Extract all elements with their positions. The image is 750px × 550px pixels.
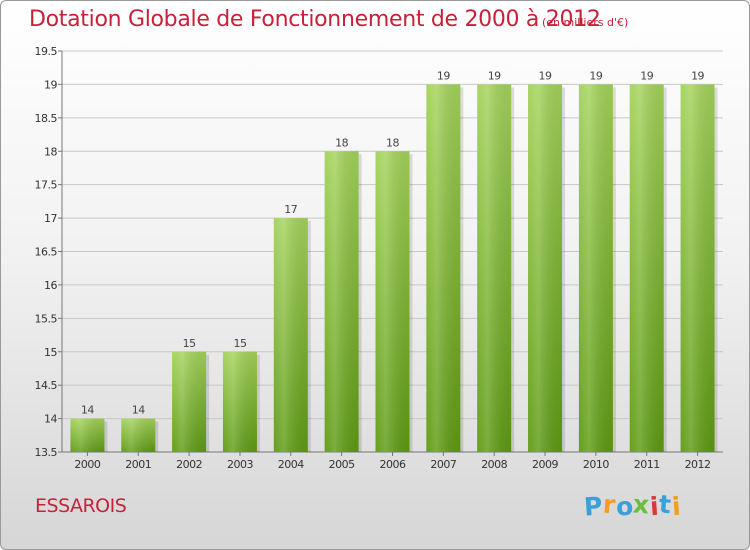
x-tick-label: 2001 [125, 458, 151, 471]
y-tick-label: 14.5 [35, 379, 58, 392]
y-tick-label: 16.5 [35, 246, 58, 259]
y-tick-label: 19 [44, 78, 57, 91]
bar-highlight [273, 218, 308, 452]
chart-title: Dotation Globale de Fonctionnement de 20… [29, 7, 601, 32]
bar-highlight [324, 151, 359, 452]
value-label-2008: 19 [488, 69, 501, 82]
x-tick-label: 2011 [634, 458, 660, 471]
value-label-2003: 15 [233, 337, 246, 350]
x-tick-label: 2000 [74, 458, 100, 471]
y-tick-label: 17 [44, 212, 57, 225]
value-label-2007: 19 [437, 69, 450, 82]
x-tick-label: 2007 [430, 458, 456, 471]
value-label-2002: 15 [183, 337, 196, 350]
value-label-2009: 19 [539, 69, 552, 82]
value-label-2001: 14 [132, 404, 145, 417]
value-label-2006: 18 [386, 136, 399, 149]
value-label-2011: 19 [640, 69, 653, 82]
y-tick-label: 15 [44, 346, 57, 359]
value-label-2005: 18 [335, 136, 348, 149]
value-label-2004: 17 [284, 203, 297, 216]
x-tick-label: 2005 [329, 458, 355, 471]
value-label-2012: 19 [691, 69, 704, 82]
y-tick-label: 19.5 [35, 45, 58, 58]
y-tick-label: 13.5 [35, 446, 58, 459]
x-tick-label: 2002 [176, 458, 202, 471]
y-tick-label: 17.5 [35, 179, 58, 192]
logo-letter: i [670, 491, 682, 522]
bar-highlight [426, 84, 461, 453]
x-tick-label: 2006 [380, 458, 406, 471]
bar-highlight [121, 418, 156, 452]
x-tick-label: 2009 [532, 458, 558, 471]
x-tick-label: 2004 [278, 458, 304, 471]
value-label-2000: 14 [81, 404, 94, 417]
y-tick-label: 16 [44, 279, 57, 292]
bar-highlight [629, 84, 664, 453]
x-tick-label: 2003 [227, 458, 253, 471]
y-tick-label: 15.5 [35, 312, 58, 325]
proxiti-logo: Proxiti [583, 489, 682, 522]
bar-highlight [578, 84, 613, 453]
bar-highlight [172, 351, 207, 452]
commune-name: ESSAROIS [35, 495, 127, 517]
bar-highlight [680, 84, 715, 453]
bar-highlight [477, 84, 512, 453]
y-tick-label: 18 [44, 145, 57, 158]
bar-highlight [528, 84, 563, 453]
y-tick-label: 18.5 [35, 112, 58, 125]
y-tick-label: 14 [44, 413, 57, 426]
x-tick-label: 2010 [583, 458, 609, 471]
bar-highlight [70, 418, 105, 452]
bar-highlight [222, 351, 257, 452]
logo-letter: P [583, 491, 604, 522]
x-tick-label: 2008 [481, 458, 507, 471]
x-tick-label: 2012 [685, 458, 711, 471]
value-label-2010: 19 [589, 69, 602, 82]
unit-note: (en milliers d'€) [542, 16, 629, 29]
bar-highlight [375, 151, 410, 452]
